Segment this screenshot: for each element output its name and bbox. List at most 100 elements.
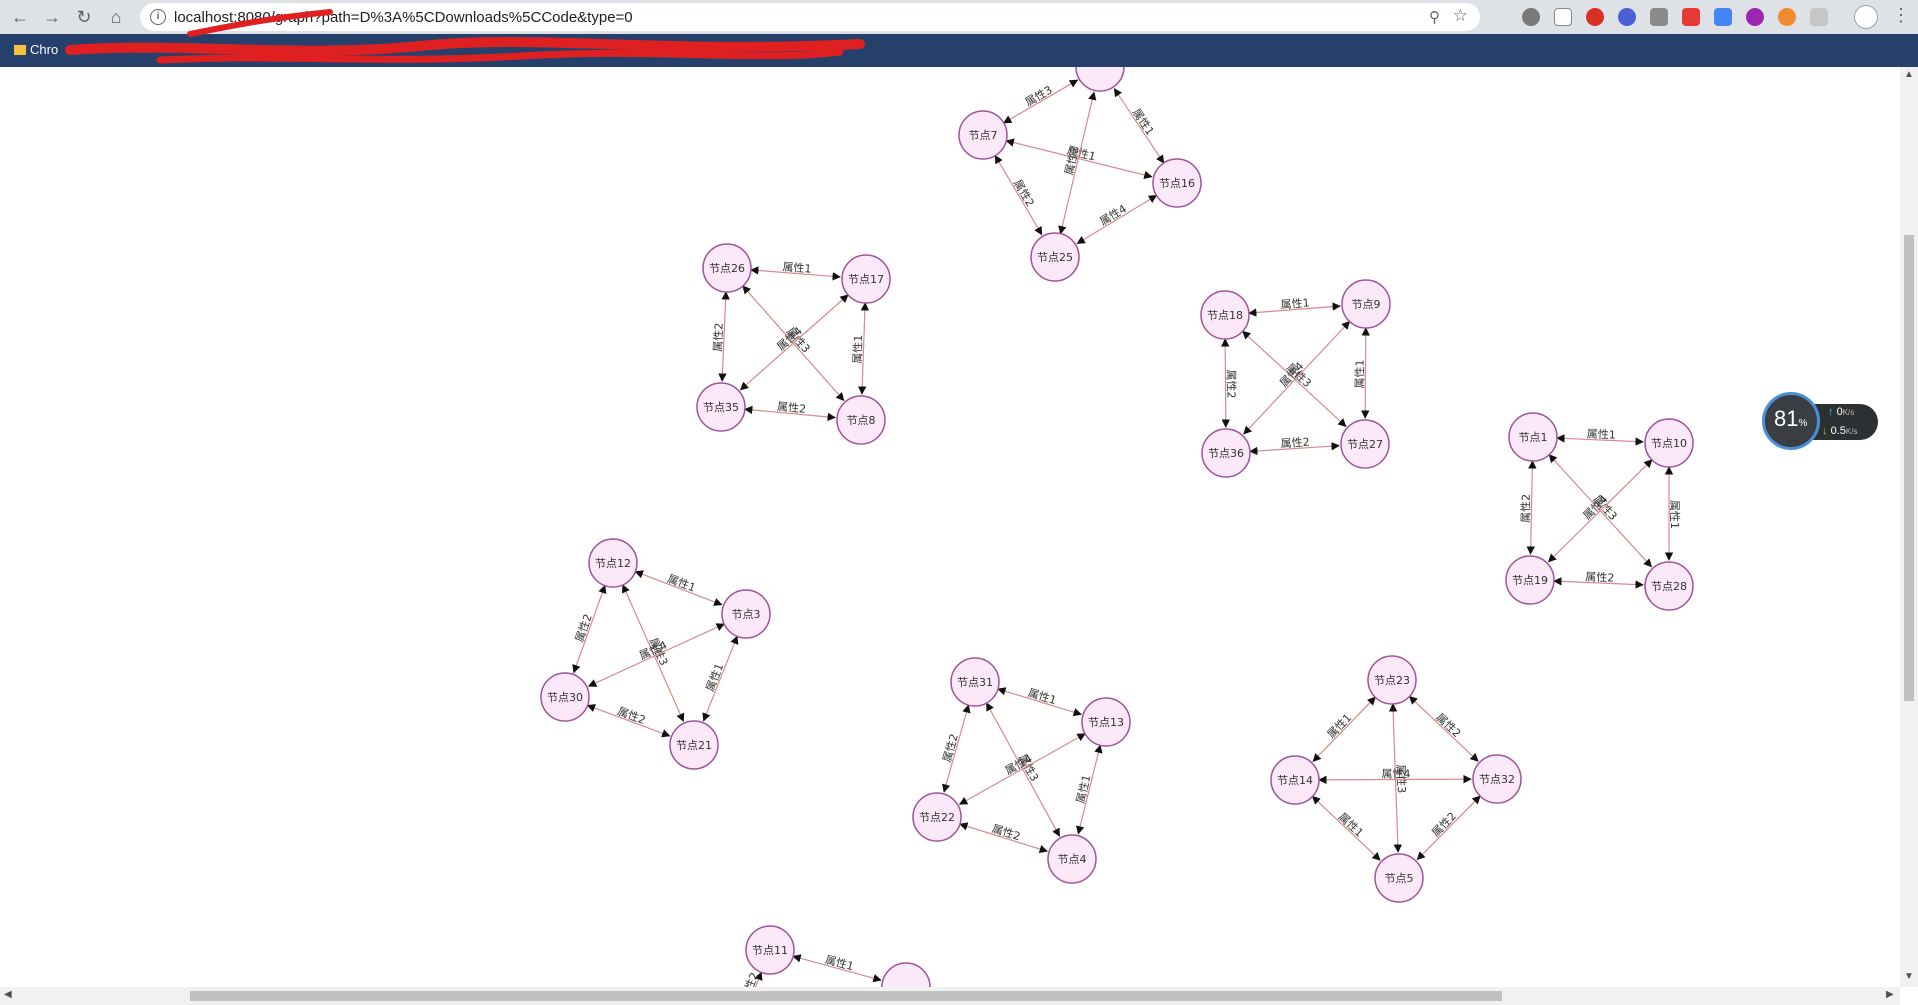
node-circle[interactable] xyxy=(540,672,590,722)
graph-node[interactable]: 节点17 xyxy=(841,254,891,304)
edge[interactable] xyxy=(587,623,725,687)
node-circle[interactable] xyxy=(1340,419,1390,469)
extension-icon[interactable] xyxy=(1714,8,1732,26)
edge[interactable] xyxy=(702,635,739,722)
node-circle[interactable] xyxy=(1508,412,1558,462)
edge[interactable] xyxy=(750,266,841,281)
edge[interactable] xyxy=(1526,460,1537,555)
node-circle[interactable] xyxy=(588,538,638,588)
vertical-scroll-thumb[interactable] xyxy=(1904,235,1914,701)
extension-icon[interactable] xyxy=(1778,8,1796,26)
scroll-down-icon[interactable]: ▼ xyxy=(1904,971,1914,982)
graph-node[interactable]: 节点23 xyxy=(1367,655,1417,705)
node-circle[interactable] xyxy=(1472,754,1522,804)
zoom-icon[interactable]: ⚲ xyxy=(1429,9,1440,26)
node-circle[interactable] xyxy=(1075,67,1125,92)
extension-icon[interactable] xyxy=(1810,8,1828,26)
node-circle[interactable] xyxy=(1374,853,1424,903)
edge[interactable] xyxy=(958,733,1086,805)
forward-icon[interactable]: → xyxy=(43,7,61,27)
star-icon[interactable]: ☆ xyxy=(1452,6,1468,25)
graph-node[interactable]: 节点9 xyxy=(1341,279,1391,329)
extension-icon[interactable] xyxy=(1522,8,1540,26)
edge[interactable] xyxy=(1076,744,1103,835)
node-circle[interactable] xyxy=(958,110,1008,160)
extension-icon[interactable] xyxy=(1554,8,1572,26)
edge[interactable] xyxy=(1408,695,1479,762)
edge[interactable] xyxy=(857,302,870,395)
node-circle[interactable] xyxy=(881,962,931,987)
scroll-right-icon[interactable]: ▶ xyxy=(1886,989,1894,1000)
edge[interactable] xyxy=(959,822,1048,854)
vertical-scrollbar[interactable]: ▲ ▼ xyxy=(1900,67,1918,987)
edge[interactable] xyxy=(586,704,671,738)
graph-node[interactable]: 节点32 xyxy=(1472,754,1522,804)
graph-node[interactable]: 节点11 xyxy=(745,925,795,975)
node-circle[interactable] xyxy=(1644,418,1694,468)
graph-node[interactable]: 节点14 xyxy=(1270,755,1320,805)
address-bar[interactable]: i localhost:8080/graph?path=D%3A%5CDownl… xyxy=(140,3,1480,31)
node-circle[interactable] xyxy=(1367,655,1417,705)
graph-node[interactable]: 节点10 xyxy=(1644,418,1694,468)
back-icon[interactable]: ← xyxy=(11,7,29,27)
node-circle[interactable] xyxy=(721,589,771,639)
graph-node[interactable] xyxy=(881,962,931,987)
node-circle[interactable] xyxy=(1047,834,1097,884)
graph-node[interactable]: 节点25 xyxy=(1030,232,1080,282)
edge[interactable] xyxy=(942,704,971,793)
graph-node[interactable] xyxy=(1075,67,1125,92)
edge[interactable] xyxy=(1556,434,1644,446)
graph-node[interactable]: 节点35 xyxy=(696,382,746,432)
edge[interactable] xyxy=(1547,459,1653,563)
graph-canvas[interactable]: 属性1 属性2 属性3 属性4 属性1 属性2 节点7 节点16 节点25 属性1 属性2 属性3 属性… xyxy=(0,67,1900,987)
edge[interactable] xyxy=(994,154,1043,236)
extension-icon[interactable] xyxy=(1586,8,1604,26)
graph-node[interactable]: 节点7 xyxy=(958,110,1008,160)
graph-node[interactable]: 节点27 xyxy=(1340,419,1390,469)
node-circle[interactable] xyxy=(1152,158,1202,208)
graph-node[interactable]: 节点21 xyxy=(669,720,719,770)
extension-icon[interactable] xyxy=(1682,8,1700,26)
scroll-left-icon[interactable]: ◀ xyxy=(4,989,12,1000)
edge[interactable] xyxy=(1553,577,1644,589)
info-icon[interactable]: i xyxy=(150,9,166,25)
extension-icon[interactable] xyxy=(1746,8,1764,26)
edge[interactable] xyxy=(792,954,882,983)
edge[interactable] xyxy=(997,687,1082,717)
edge[interactable] xyxy=(1113,87,1165,164)
horizontal-scroll-thumb[interactable] xyxy=(190,991,1502,1001)
url-text[interactable]: localhost:8080/graph?path=D%3A%5CDownloa… xyxy=(174,9,633,26)
edge[interactable] xyxy=(1076,194,1158,245)
edge[interactable] xyxy=(1221,338,1230,428)
graph-node[interactable]: 节点26 xyxy=(702,243,752,293)
graph-node[interactable]: 节点31 xyxy=(950,657,1000,707)
edge[interactable] xyxy=(1243,320,1351,435)
node-circle[interactable] xyxy=(912,792,962,842)
reload-icon[interactable]: ↻ xyxy=(76,7,92,27)
graph-node[interactable]: 节点12 xyxy=(588,538,638,588)
edge[interactable] xyxy=(1318,774,1472,785)
node-circle[interactable] xyxy=(841,254,891,304)
edge[interactable] xyxy=(1311,795,1381,861)
node-circle[interactable] xyxy=(1200,290,1250,340)
edge[interactable] xyxy=(1249,441,1340,456)
edge[interactable] xyxy=(1416,795,1481,861)
edge[interactable] xyxy=(739,294,849,391)
node-circle[interactable] xyxy=(1201,428,1251,478)
system-monitor-widget[interactable]: 81% ↑ 0K/s ↓ 0.5K/s xyxy=(1762,392,1880,450)
node-circle[interactable] xyxy=(1081,697,1131,747)
extension-icon[interactable] xyxy=(1650,8,1668,26)
edge[interactable] xyxy=(1312,696,1376,762)
graph-node[interactable]: 节点28 xyxy=(1644,561,1694,611)
node-circle[interactable] xyxy=(696,382,746,432)
graph-node[interactable]: 节点36 xyxy=(1201,428,1251,478)
node-circle[interactable] xyxy=(1030,232,1080,282)
edge[interactable] xyxy=(1361,327,1370,419)
edge[interactable] xyxy=(748,971,763,987)
graph-node[interactable]: 节点8 xyxy=(836,395,886,445)
graph-node[interactable]: 节点22 xyxy=(912,792,962,842)
extension-icon[interactable] xyxy=(1618,8,1636,26)
home-icon[interactable]: ⌂ xyxy=(110,7,122,27)
node-circle[interactable] xyxy=(1644,561,1694,611)
